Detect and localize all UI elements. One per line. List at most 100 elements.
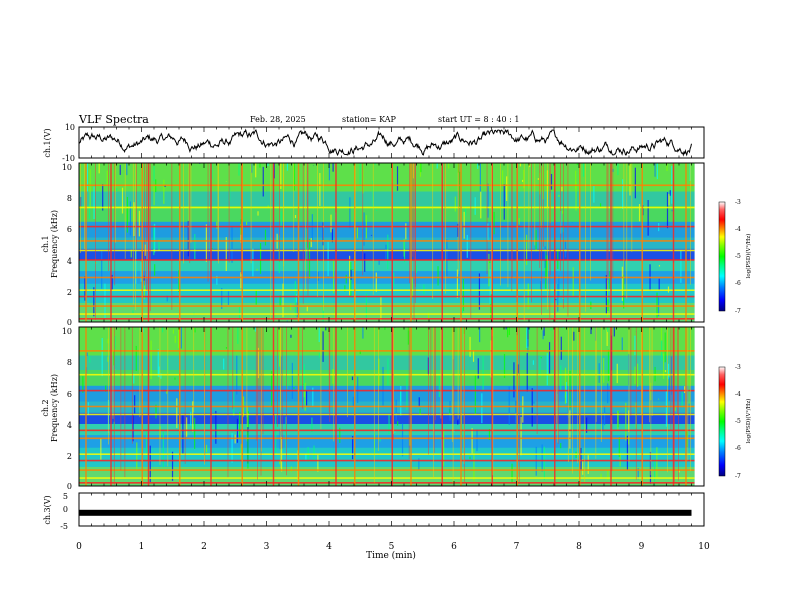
spectrogram-noise: [456, 269, 459, 299]
colorbar-tick: -4: [735, 391, 741, 398]
spectrogram-no-data: [694, 163, 704, 322]
spectrogram-burst: [611, 327, 613, 471]
spectrogram-noise: [239, 411, 241, 439]
spectrogram-noise: [462, 278, 465, 312]
colorbar-tick: -4: [735, 226, 741, 233]
spectrogram-burst: [672, 163, 675, 322]
spectrogram-burst: [641, 327, 643, 486]
spectrogram-burst: [412, 163, 414, 257]
spectrogram-noise: [479, 163, 481, 192]
time-axis-ticks: [78, 127, 705, 526]
spectrogram-noise: [318, 352, 320, 358]
spectrogram-noise: [409, 428, 411, 446]
spectrogram-burst: [500, 163, 501, 286]
spectrogram-noise: [523, 169, 525, 189]
spectrogram-noise: [100, 438, 102, 460]
spectrogram-noise: [229, 186, 231, 201]
spectrogram-zone: [79, 221, 695, 238]
spectrogram-burst: [579, 163, 581, 322]
spectrogram-burst: [433, 327, 435, 453]
spectrogram-noise: [463, 211, 465, 239]
ch2-ytick: 4: [67, 421, 72, 430]
spectrogram-noise: [598, 363, 600, 383]
spectrogram-burst: [210, 327, 212, 486]
spectrogram-noise: [133, 373, 135, 384]
spectrogram-burst: [95, 163, 96, 321]
spectrogram-noise: [331, 229, 334, 243]
spectrogram-burst: [567, 163, 569, 317]
spectrogram-burst: [585, 163, 586, 312]
colorbar-tick: -3: [735, 364, 741, 371]
spectrogram-burst: [486, 163, 488, 274]
spectrogram-band: [79, 413, 695, 416]
spectrogram-noise: [527, 327, 529, 347]
spectrogram-burst: [204, 327, 205, 465]
spectrogram-band: [79, 389, 695, 392]
spectrogram-noise: [380, 296, 382, 321]
spectrogram-noise: [461, 307, 464, 316]
spectrogram-band: [79, 206, 695, 209]
spectrogram-burst: [257, 327, 258, 480]
spectrogram-noise: [522, 396, 524, 423]
spectrogram-noise: [573, 331, 575, 341]
spectrogram-noise: [489, 269, 491, 305]
spectrogram-noise: [428, 312, 430, 320]
start-time-label: start UT = 8 : 40 : 1: [438, 115, 519, 124]
spectrogram-burst: [240, 163, 242, 275]
spectrogram-burst: [528, 163, 530, 250]
spectrogram-burst: [258, 327, 260, 407]
spectrogram-noise: [180, 327, 182, 349]
spectrogram-noise: [580, 447, 582, 471]
spectrogram-noise: [252, 248, 254, 277]
spectrogram-noise: [121, 187, 124, 214]
spectrogram-burst: [139, 327, 141, 418]
spectrogram-burst: [272, 163, 275, 322]
spectrogram-noise: [459, 171, 461, 210]
spectrogram-noise: [603, 358, 605, 383]
ch1-ytick-bottom: -10: [62, 154, 75, 163]
spectrogram-noise: [89, 169, 91, 207]
spectrogram-burst: [302, 163, 304, 304]
spectrogram-noise: [469, 456, 471, 460]
spectrogram-noise: [311, 214, 313, 243]
spectrogram-noise: [182, 415, 184, 455]
spectrogram-noise: [135, 250, 137, 284]
spectrogram-burst: [159, 327, 161, 465]
spectrogram-burst: [518, 327, 520, 484]
spectrogram-noise: [374, 163, 376, 165]
spectrogram-noise: [528, 327, 530, 334]
spectrogram-burst: [641, 327, 643, 416]
spectrogram-noise: [667, 363, 670, 380]
spectrogram-noise: [656, 163, 658, 180]
spectrogram-noise: [227, 291, 230, 305]
spectrogram-noise: [106, 170, 108, 185]
spectrogram-noise: [668, 377, 670, 401]
spectrogram-burst: [690, 163, 691, 285]
spectrogram-burst: [210, 163, 212, 322]
spectrogram-burst: [428, 327, 429, 455]
spectrogram-noise: [174, 377, 176, 380]
spectrogram-noise: [305, 390, 308, 406]
spectrogram-noise: [238, 306, 241, 320]
station-label: station= KAP: [342, 115, 397, 124]
spectrogram-band: [79, 437, 695, 440]
spectrogram-burst: [491, 163, 493, 322]
spectrogram-noise: [84, 276, 86, 301]
spectrogram-noise: [544, 246, 546, 268]
spectrogram-burst: [557, 327, 559, 443]
spectrogram-noise: [359, 163, 361, 188]
xtick-label: 9: [639, 542, 645, 552]
spectrogram-burst: [460, 163, 462, 322]
spectrogram-noise: [582, 459, 584, 475]
spectrogram-noise: [205, 224, 207, 262]
spectrogram-noise: [569, 370, 571, 409]
spectrogram-burst: [335, 163, 337, 322]
spectrogram-noise: [656, 447, 658, 478]
spectrogram-noise: [286, 320, 288, 322]
spectrogram-burst: [430, 327, 432, 415]
spectrogram-noise: [493, 211, 495, 235]
spectrogram-band: [79, 459, 695, 462]
ch1-ytick: 2: [67, 288, 72, 297]
spectrogram-burst: [320, 327, 322, 430]
